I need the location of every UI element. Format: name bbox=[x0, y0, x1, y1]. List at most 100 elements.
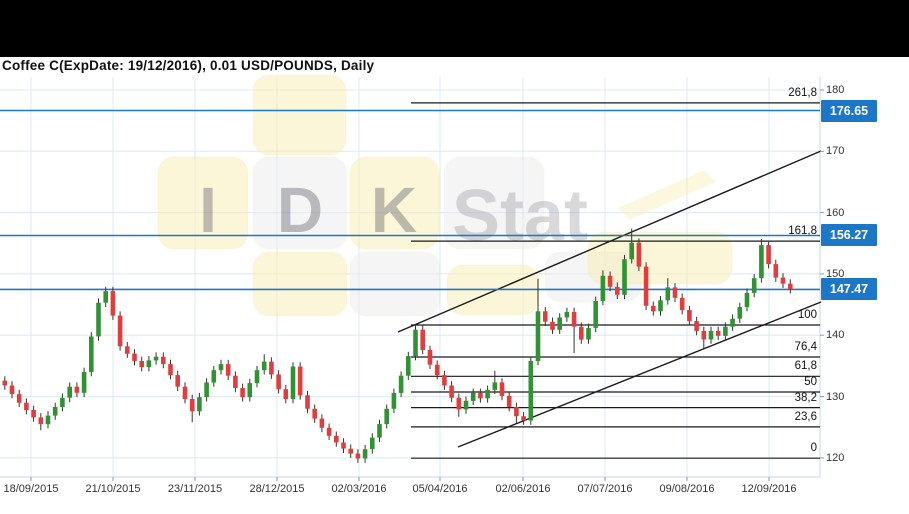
candle bbox=[67, 386, 72, 398]
watermark-bolt bbox=[618, 170, 716, 220]
candle bbox=[391, 392, 397, 409]
candle bbox=[600, 275, 606, 301]
candle bbox=[543, 311, 548, 322]
candle bbox=[16, 394, 22, 403]
x-axis-label: 28/12/2015 bbox=[249, 483, 305, 495]
candle bbox=[211, 370, 217, 383]
candle bbox=[521, 416, 526, 421]
fib-level-label: 161,8 bbox=[788, 225, 817, 238]
candle bbox=[701, 330, 707, 340]
candle bbox=[161, 356, 166, 365]
candle bbox=[110, 291, 116, 316]
candle bbox=[744, 292, 750, 307]
candle bbox=[694, 321, 699, 331]
candle bbox=[658, 300, 663, 312]
candle bbox=[788, 283, 793, 290]
candle bbox=[218, 364, 224, 371]
fib-retracement[interactable] bbox=[411, 102, 820, 459]
candle bbox=[593, 300, 598, 328]
watermark-letter: I bbox=[199, 174, 217, 246]
candle bbox=[607, 275, 613, 287]
watermark-tile bbox=[252, 251, 348, 317]
candle bbox=[103, 291, 108, 303]
y-axis-label: 130 bbox=[826, 390, 845, 403]
candle bbox=[326, 427, 332, 436]
candle bbox=[780, 277, 786, 284]
candle bbox=[679, 297, 685, 311]
candle bbox=[759, 245, 764, 279]
candle bbox=[651, 305, 656, 312]
trendlines[interactable] bbox=[397, 150, 822, 448]
candle bbox=[117, 315, 123, 347]
axis-ticks bbox=[30, 89, 824, 481]
candle bbox=[261, 361, 267, 371]
candle bbox=[38, 417, 44, 425]
candle bbox=[615, 286, 620, 295]
candle bbox=[96, 302, 101, 337]
candle bbox=[132, 353, 137, 361]
candle bbox=[672, 287, 678, 298]
candle bbox=[269, 361, 274, 375]
trend-line bbox=[397, 150, 822, 333]
fib-level-label: 50 bbox=[804, 375, 817, 388]
price-badge: 147.47 bbox=[821, 278, 877, 301]
candle bbox=[362, 449, 368, 459]
fib-level-label: 261,8 bbox=[788, 86, 817, 99]
candle bbox=[384, 408, 389, 425]
candle bbox=[2, 380, 8, 386]
x-axis-label: 05/04/2016 bbox=[412, 483, 468, 495]
candle bbox=[355, 453, 361, 459]
candle bbox=[737, 307, 743, 319]
top-letterbox bbox=[0, 0, 909, 57]
candles bbox=[2, 228, 793, 463]
candle bbox=[773, 264, 779, 278]
y-axis-label: 120 bbox=[826, 451, 845, 464]
x-axis-label: 02/06/2016 bbox=[495, 483, 551, 495]
candle bbox=[665, 287, 671, 301]
candle bbox=[370, 437, 375, 450]
candle bbox=[687, 310, 692, 322]
candle bbox=[622, 259, 627, 295]
x-axis-label: 23/11/2015 bbox=[167, 483, 223, 495]
candle bbox=[463, 400, 469, 410]
fib-level-label: 38,2 bbox=[794, 391, 817, 404]
candle bbox=[442, 375, 447, 386]
candle bbox=[643, 266, 649, 306]
candle bbox=[139, 361, 144, 368]
candle bbox=[723, 326, 728, 336]
price-lines[interactable] bbox=[0, 109, 820, 291]
candle bbox=[305, 395, 310, 409]
candle bbox=[629, 242, 634, 260]
candle bbox=[52, 407, 58, 416]
candle bbox=[197, 397, 202, 412]
candle bbox=[535, 311, 541, 361]
candle bbox=[564, 311, 570, 318]
candle bbox=[557, 317, 562, 330]
candle bbox=[89, 336, 94, 373]
candle bbox=[571, 311, 577, 327]
candle bbox=[189, 399, 195, 412]
candle bbox=[730, 318, 735, 327]
watermark-letter: D bbox=[277, 174, 323, 246]
candle bbox=[478, 392, 483, 399]
price-badge: 156.27 bbox=[821, 224, 877, 247]
candle bbox=[708, 330, 714, 340]
candle bbox=[60, 397, 65, 407]
watermark-tile bbox=[349, 156, 440, 250]
candle bbox=[528, 361, 534, 421]
candle bbox=[290, 366, 296, 399]
candle bbox=[406, 356, 411, 376]
y-axis-label: 170 bbox=[826, 145, 845, 158]
chart-title: Coffee C(ExpDate: 19/12/2016), 0.01 USD/… bbox=[2, 58, 375, 73]
candle bbox=[297, 366, 303, 396]
y-axis-label: 160 bbox=[826, 206, 845, 219]
candle bbox=[499, 382, 505, 396]
fib-level-label: 76,4 bbox=[794, 341, 817, 353]
watermark: I D K Stat bbox=[157, 74, 733, 317]
candle bbox=[579, 326, 584, 340]
candle bbox=[125, 346, 130, 354]
candle bbox=[456, 397, 462, 410]
